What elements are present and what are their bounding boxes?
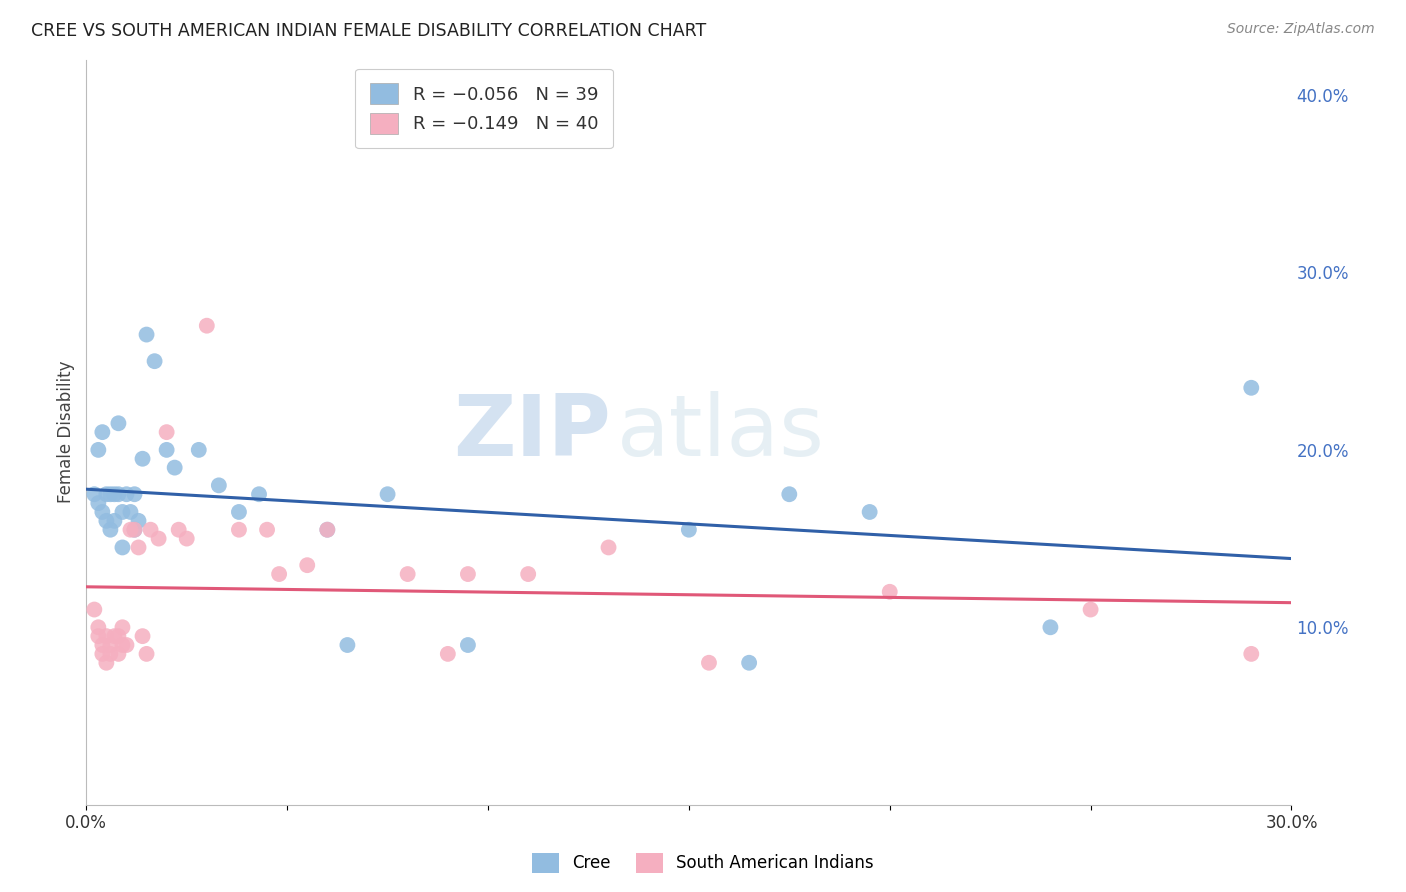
- Point: [96, 487, 118, 501]
- Point: [131, 629, 153, 643]
- Point: [124, 523, 146, 537]
- Point: [139, 523, 162, 537]
- Point: [167, 523, 190, 537]
- Point: [87, 496, 110, 510]
- Point: [107, 629, 129, 643]
- Point: [143, 354, 166, 368]
- Point: [103, 487, 125, 501]
- Point: [100, 647, 122, 661]
- Point: [269, 567, 291, 582]
- Point: [111, 620, 134, 634]
- Point: [135, 327, 157, 342]
- Point: [148, 532, 170, 546]
- Point: [256, 523, 278, 537]
- Point: [457, 567, 479, 582]
- Point: [457, 638, 479, 652]
- Point: [96, 629, 118, 643]
- Text: CREE VS SOUTH AMERICAN INDIAN FEMALE DISABILITY CORRELATION CHART: CREE VS SOUTH AMERICAN INDIAN FEMALE DIS…: [31, 22, 706, 40]
- Point: [697, 656, 720, 670]
- Point: [176, 532, 198, 546]
- Point: [107, 487, 129, 501]
- Point: [100, 523, 122, 537]
- Point: [859, 505, 882, 519]
- Point: [100, 638, 122, 652]
- Point: [336, 638, 359, 652]
- Point: [111, 638, 134, 652]
- Point: [156, 425, 179, 439]
- Text: Source: ZipAtlas.com: Source: ZipAtlas.com: [1227, 22, 1375, 37]
- Point: [1240, 381, 1263, 395]
- Point: [83, 602, 105, 616]
- Point: [91, 638, 114, 652]
- Point: [131, 451, 153, 466]
- Point: [297, 558, 319, 573]
- Point: [738, 656, 761, 670]
- Point: [128, 514, 150, 528]
- Point: [111, 505, 134, 519]
- Y-axis label: Female Disability: Female Disability: [58, 361, 75, 503]
- Point: [1039, 620, 1062, 634]
- Point: [120, 505, 142, 519]
- Point: [598, 541, 620, 555]
- Point: [115, 487, 138, 501]
- Point: [124, 523, 146, 537]
- Point: [100, 487, 122, 501]
- Point: [156, 442, 179, 457]
- Point: [124, 487, 146, 501]
- Point: [115, 638, 138, 652]
- Point: [316, 523, 339, 537]
- Point: [247, 487, 270, 501]
- Point: [377, 487, 399, 501]
- Legend: Cree, South American Indians: Cree, South American Indians: [526, 847, 880, 880]
- Point: [678, 523, 700, 537]
- Point: [1240, 647, 1263, 661]
- Text: atlas: atlas: [617, 391, 824, 474]
- Point: [107, 647, 129, 661]
- Point: [103, 514, 125, 528]
- Point: [517, 567, 540, 582]
- Point: [91, 425, 114, 439]
- Legend: R = −0.056   N = 39, R = −0.149   N = 40: R = −0.056 N = 39, R = −0.149 N = 40: [356, 69, 613, 148]
- Point: [778, 487, 800, 501]
- Text: ZIP: ZIP: [453, 391, 610, 474]
- Point: [135, 647, 157, 661]
- Point: [87, 442, 110, 457]
- Point: [120, 523, 142, 537]
- Point: [208, 478, 231, 492]
- Point: [111, 541, 134, 555]
- Point: [96, 514, 118, 528]
- Point: [228, 523, 250, 537]
- Point: [91, 505, 114, 519]
- Point: [437, 647, 460, 661]
- Point: [879, 584, 901, 599]
- Point: [128, 541, 150, 555]
- Point: [396, 567, 419, 582]
- Point: [195, 318, 218, 333]
- Point: [1080, 602, 1102, 616]
- Point: [87, 620, 110, 634]
- Point: [103, 629, 125, 643]
- Point: [87, 629, 110, 643]
- Point: [316, 523, 339, 537]
- Point: [187, 442, 209, 457]
- Point: [83, 487, 105, 501]
- Point: [107, 417, 129, 431]
- Point: [163, 460, 186, 475]
- Point: [96, 656, 118, 670]
- Point: [91, 647, 114, 661]
- Point: [228, 505, 250, 519]
